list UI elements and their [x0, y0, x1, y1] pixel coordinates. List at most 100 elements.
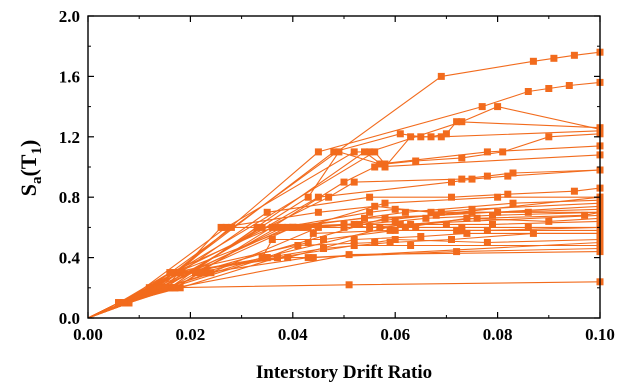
- y-tick-label: 0.0: [59, 309, 80, 328]
- data-point: [483, 239, 491, 246]
- data-point: [371, 202, 379, 210]
- data-point: [161, 284, 169, 292]
- y-axis-title: Sa(T1): [16, 140, 45, 197]
- y-tick-label: 1.2: [59, 128, 80, 147]
- data-point: [217, 223, 225, 231]
- data-point: [304, 193, 312, 201]
- data-point: [391, 226, 399, 234]
- data-point: [381, 160, 389, 168]
- x-tick-label: 0.02: [176, 325, 206, 344]
- data-point: [381, 214, 389, 222]
- series-8: [87, 151, 604, 319]
- data-point: [468, 175, 476, 183]
- data-point: [156, 284, 164, 292]
- data-point: [314, 223, 322, 231]
- data-point: [453, 118, 461, 126]
- data-point: [309, 229, 317, 237]
- data-point: [350, 242, 358, 249]
- data-point: [422, 214, 430, 222]
- x-tick-label: 0.08: [483, 325, 513, 344]
- data-point: [299, 223, 307, 231]
- data-point: [314, 148, 322, 156]
- data-point: [545, 217, 553, 225]
- data-point: [125, 299, 133, 307]
- data-point: [417, 233, 425, 240]
- data-point: [345, 281, 353, 289]
- data-point: [550, 54, 558, 62]
- data-point: [483, 148, 491, 156]
- data-point: [166, 269, 174, 277]
- series-layer: [87, 48, 604, 319]
- data-point: [391, 205, 399, 213]
- y-axis-title-sub-a: a: [29, 176, 45, 184]
- data-point: [350, 236, 358, 243]
- data-point: [458, 118, 466, 126]
- data-point: [448, 193, 455, 201]
- data-point: [448, 236, 455, 243]
- data-point: [391, 236, 399, 243]
- data-point: [386, 239, 394, 246]
- data-point: [115, 299, 123, 307]
- data-point: [335, 148, 343, 156]
- data-point: [366, 208, 374, 216]
- data-point: [227, 223, 235, 231]
- y-axis-title-paren-close: ): [16, 140, 41, 147]
- data-point: [294, 242, 302, 249]
- data-point: [151, 284, 159, 292]
- data-point: [396, 220, 404, 228]
- series-line: [87, 205, 601, 319]
- data-point: [202, 269, 210, 277]
- data-point: [442, 220, 450, 228]
- series-line: [87, 220, 601, 319]
- data-point: [437, 208, 445, 216]
- x-tick-label: 0.10: [585, 325, 615, 344]
- data-point: [570, 187, 578, 195]
- x-axis-title: Interstory Drift Ratio: [256, 362, 432, 383]
- data-point: [570, 51, 578, 59]
- data-point: [340, 178, 348, 186]
- data-point: [453, 248, 461, 256]
- data-point: [509, 199, 517, 207]
- data-point: [371, 239, 379, 246]
- data-point: [376, 223, 384, 231]
- data-point: [458, 154, 466, 162]
- data-point: [350, 178, 358, 186]
- y-axis-title-sub-1: 1: [29, 147, 45, 155]
- data-point: [376, 160, 384, 168]
- data-point: [494, 193, 502, 201]
- data-point: [427, 208, 435, 216]
- data-point: [361, 148, 368, 156]
- data-point: [524, 223, 532, 231]
- data-point: [314, 208, 322, 216]
- data-point: [253, 223, 261, 231]
- data-point: [401, 208, 409, 216]
- series-line: [87, 196, 600, 319]
- x-tick-label: 0.00: [73, 325, 103, 344]
- data-point: [273, 254, 281, 262]
- data-point: [412, 223, 420, 231]
- series-line: [87, 199, 601, 319]
- data-point: [366, 193, 374, 201]
- y-axis-title-paren-open: (T: [16, 154, 41, 176]
- labels-layer: Interstory Drift Ratio Sa(T1): [16, 140, 432, 383]
- data-point: [314, 193, 322, 201]
- data-point: [263, 208, 271, 216]
- data-point: [345, 251, 353, 259]
- data-point: [524, 88, 532, 95]
- data-point: [263, 254, 271, 262]
- data-point: [509, 169, 517, 177]
- data-point: [463, 214, 471, 222]
- data-point: [304, 239, 312, 246]
- x-tick-label: 0.06: [380, 325, 410, 344]
- y-tick-label: 0.4: [59, 249, 81, 268]
- data-point: [545, 133, 553, 141]
- data-point: [366, 148, 374, 156]
- data-point: [581, 211, 589, 219]
- data-point: [350, 220, 358, 228]
- x-tick-label: 0.04: [278, 325, 308, 344]
- data-point: [268, 236, 276, 243]
- data-point: [197, 269, 205, 277]
- data-point: [437, 133, 445, 141]
